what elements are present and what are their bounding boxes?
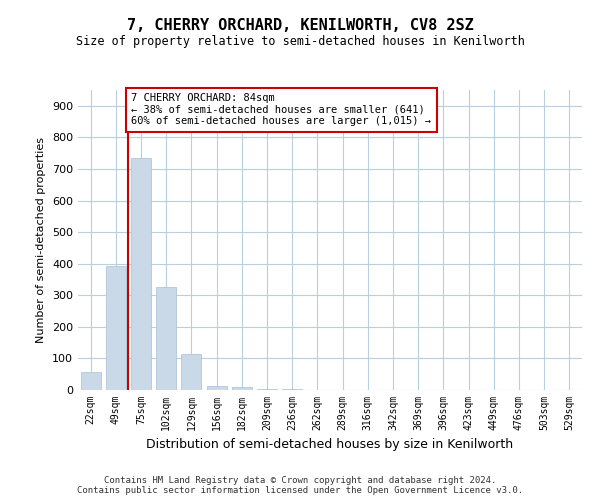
- Y-axis label: Number of semi-detached properties: Number of semi-detached properties: [37, 137, 46, 343]
- Bar: [131, 158, 151, 390]
- Bar: [156, 286, 176, 390]
- Text: 7 CHERRY ORCHARD: 84sqm
← 38% of semi-detached houses are smaller (641)
60% of s: 7 CHERRY ORCHARD: 84sqm ← 38% of semi-de…: [131, 93, 431, 126]
- Bar: [106, 266, 126, 390]
- Bar: [232, 387, 252, 390]
- Text: Size of property relative to semi-detached houses in Kenilworth: Size of property relative to semi-detach…: [76, 35, 524, 48]
- Bar: [181, 354, 202, 390]
- Text: 7, CHERRY ORCHARD, KENILWORTH, CV8 2SZ: 7, CHERRY ORCHARD, KENILWORTH, CV8 2SZ: [127, 18, 473, 32]
- Bar: [206, 386, 227, 390]
- Bar: [80, 372, 101, 390]
- X-axis label: Distribution of semi-detached houses by size in Kenilworth: Distribution of semi-detached houses by …: [146, 438, 514, 452]
- Bar: [257, 388, 277, 390]
- Text: Contains HM Land Registry data © Crown copyright and database right 2024.
Contai: Contains HM Land Registry data © Crown c…: [77, 476, 523, 495]
